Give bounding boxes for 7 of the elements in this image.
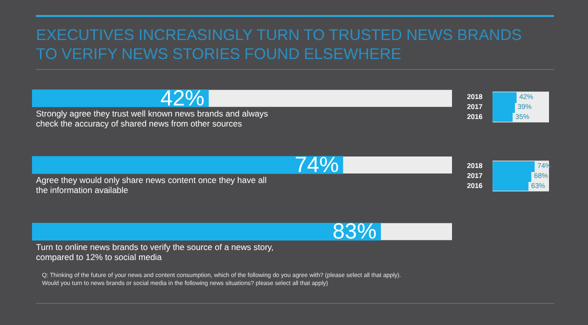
category-label: Turn to online news brands to verify the source of a news story, compared to 12% to social media [36,242,274,262]
category-label: Agree they would only share news content once they have all the information available [36,175,267,196]
data-label: 42% [160,85,204,110]
data-label: 83% [332,218,377,244]
chart-title: EXECUTIVES INCREASINGLY TURN TO TRUSTED NEWS BRANDS TO VERIFY NEWS STORIES FOUND ELSEWHERE [36,26,522,64]
category-label: Strongly agree they trust well known news brands and always check the accuracy of shared news from other sources [36,108,268,128]
data-label: 74% [294,152,339,178]
